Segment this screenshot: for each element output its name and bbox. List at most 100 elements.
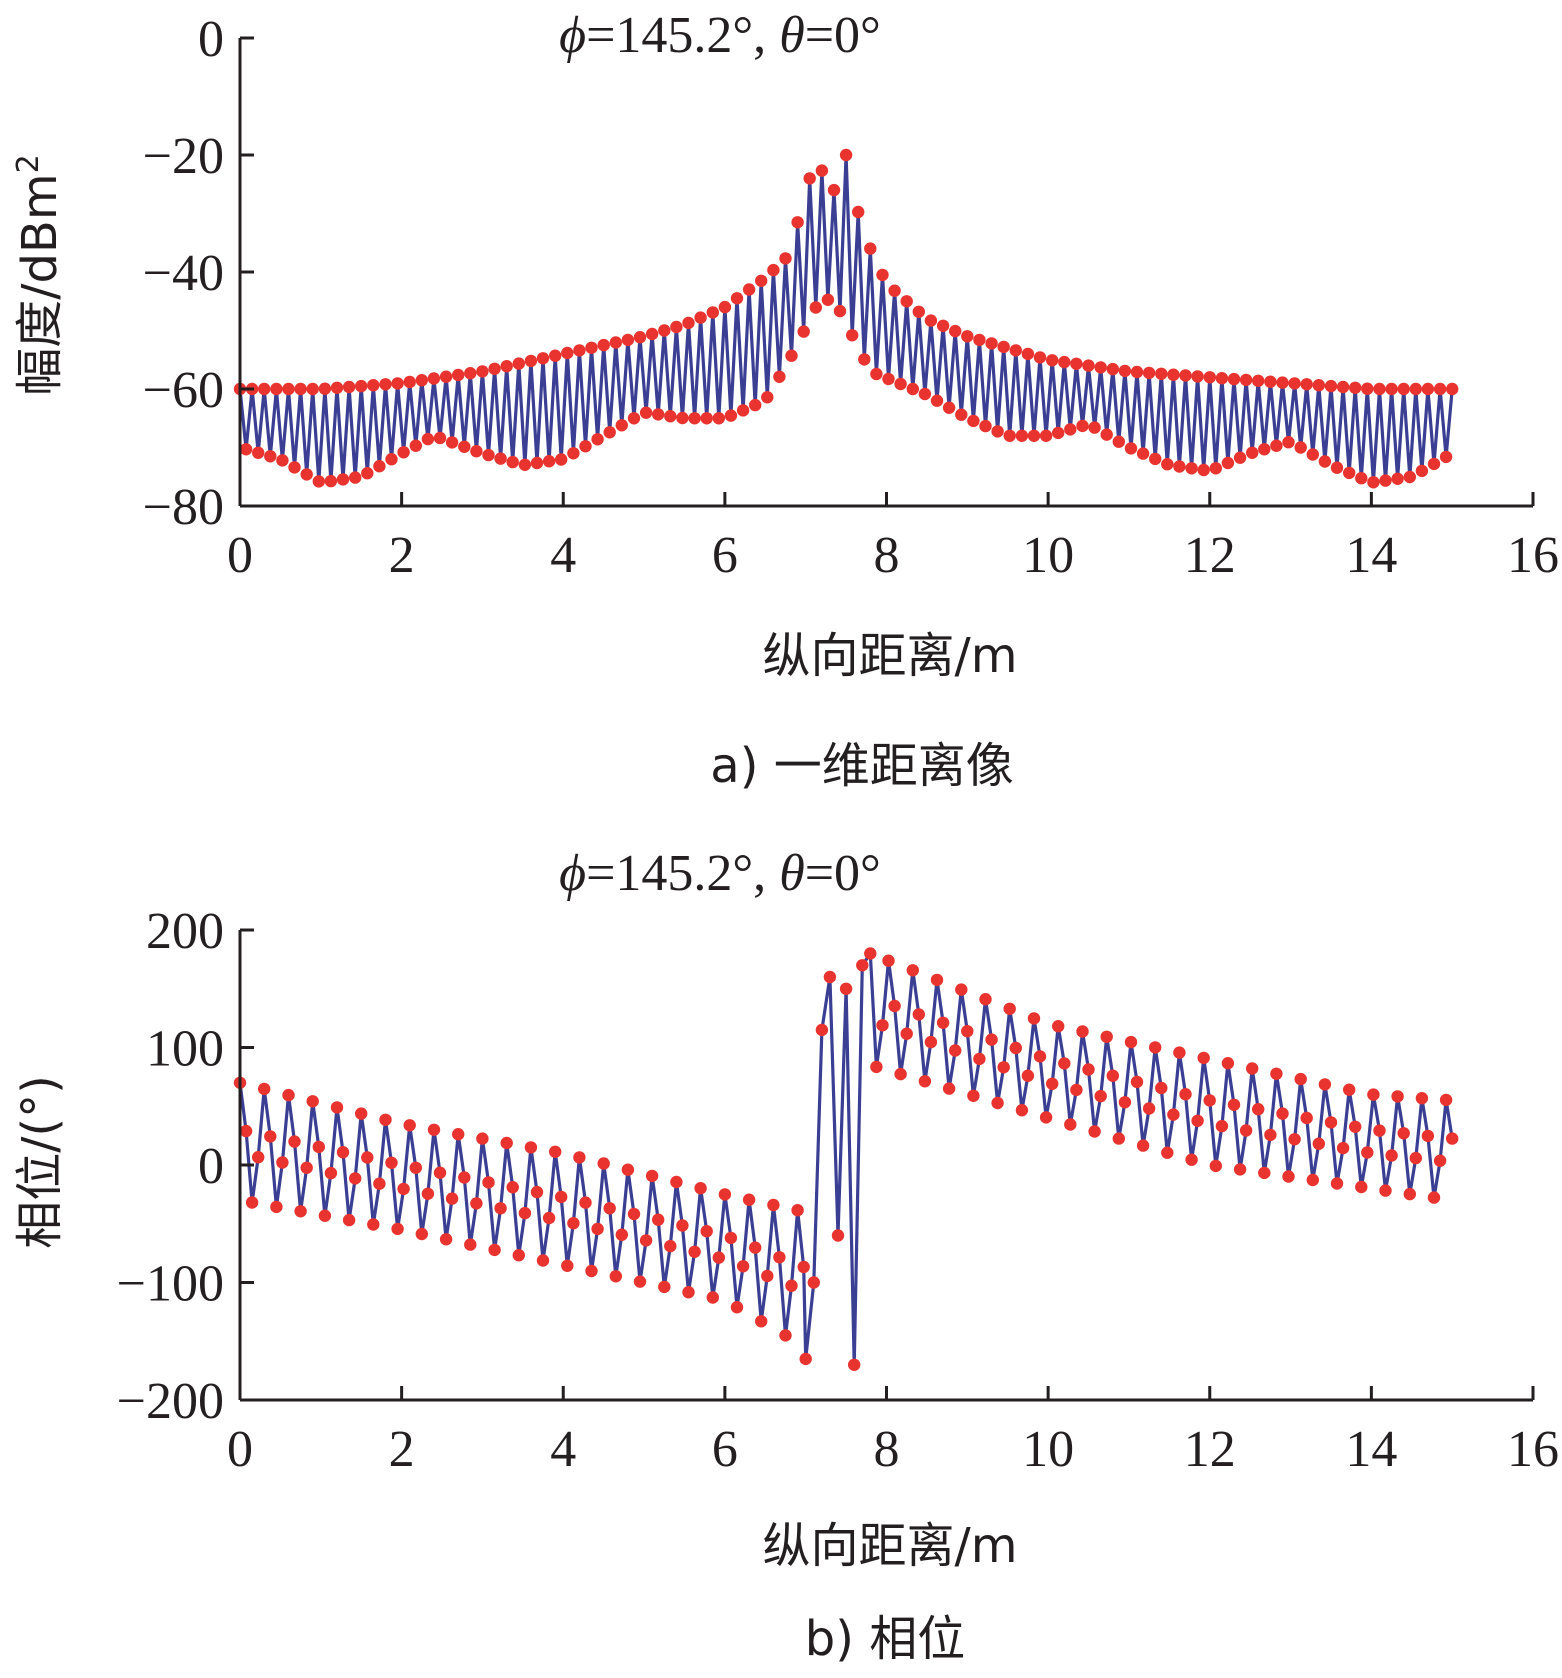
phase-data-point [900, 1027, 913, 1040]
phase-data-point [330, 1101, 344, 1114]
amplitude-data-point [833, 304, 847, 318]
phase-data-point [1070, 1083, 1083, 1097]
phase-data-point [270, 1200, 283, 1214]
phase-data-point [1191, 1114, 1204, 1128]
amplitude-data-point [621, 333, 635, 347]
chart-a-y-tick-label: −80 [143, 479, 224, 536]
amplitude-data-point [1403, 470, 1417, 484]
phase-data-point [706, 1291, 719, 1304]
amplitude-data-point [797, 325, 810, 338]
amplitude-data-point [342, 380, 356, 394]
amplitude-data-point [1318, 455, 1332, 468]
amplitude-data-point [773, 370, 786, 383]
amplitude-data-point [1136, 447, 1150, 460]
phase-data-point [749, 1241, 762, 1254]
amplitude-data-point [597, 338, 610, 352]
amplitude-data-point [1088, 421, 1101, 434]
chart-a-x-tick-label: 14 [1345, 527, 1397, 584]
phase-data-point [433, 1166, 447, 1179]
phase-data-point [252, 1151, 265, 1164]
amplitude-data-point [1112, 435, 1126, 448]
phase-data-point [1118, 1096, 1132, 1109]
phase-data-point [1185, 1153, 1198, 1166]
phase-data-point [1318, 1078, 1332, 1091]
amplitude-data-point [1009, 344, 1022, 357]
phase-data-point [1409, 1151, 1423, 1165]
amplitude-data-point [633, 331, 647, 344]
chart-a-plot-area [233, 148, 1459, 489]
amplitude-data-point [1306, 448, 1320, 461]
chart-a-title-phi: ϕ [559, 7, 586, 64]
amplitude-data-point [1161, 458, 1174, 471]
amplitude-data-point [439, 370, 453, 383]
amplitude-data-point [985, 337, 998, 350]
phase-data-point [991, 1096, 1004, 1110]
amplitude-data-point [852, 205, 865, 219]
phase-data-point [494, 1202, 507, 1215]
phase-data-point [1094, 1089, 1107, 1103]
phase-data-point [573, 1151, 586, 1164]
amplitude-data-point [1082, 359, 1095, 372]
amplitude-data-point [882, 372, 895, 386]
amplitude-data-point [955, 408, 968, 421]
amplitude-data-point [973, 333, 986, 347]
phase-data-point [1282, 1170, 1295, 1183]
phase-data-point [652, 1213, 665, 1226]
amplitude-data-point [445, 436, 459, 449]
phase-data-point [967, 1089, 980, 1103]
amplitude-data-point [827, 183, 841, 197]
amplitude-data-point [1246, 446, 1259, 459]
amplitude-data-point [276, 454, 289, 467]
amplitude-data-point [312, 475, 325, 488]
phase-data-point [985, 1033, 998, 1046]
phase-data-point [658, 1280, 671, 1294]
phase-data-point [1294, 1072, 1307, 1086]
amplitude-data-point [1385, 382, 1398, 396]
phase-data-point [736, 1260, 750, 1273]
amplitude-data-point [664, 410, 677, 423]
phase-data-point [1215, 1119, 1229, 1133]
amplitude-data-point [282, 382, 295, 396]
phase-data-point [500, 1136, 513, 1150]
phase-data-point [1136, 1139, 1150, 1152]
phase-data-point [1027, 1012, 1041, 1025]
amplitude-data-point [864, 242, 877, 255]
amplitude-data-point [1203, 371, 1217, 384]
amplitude-data-point [839, 148, 853, 162]
amplitude-data-point [615, 419, 628, 432]
phase-data-point [476, 1132, 489, 1145]
amplitude-data-point [318, 382, 332, 395]
amplitude-data-point [512, 357, 525, 370]
chart-b-y-axis-label: 相位/(°) [12, 1075, 68, 1249]
phase-data-point [542, 1211, 556, 1225]
amplitude-data-point [252, 446, 265, 459]
chart-b-x-tick-label: 2 [389, 1421, 415, 1478]
phase-data-point [1033, 1050, 1047, 1063]
amplitude-data-point [518, 458, 532, 471]
phase-data-point [930, 973, 944, 987]
phase-data-point [797, 1260, 810, 1274]
amplitude-data-point [1288, 377, 1301, 390]
amplitude-data-point [1446, 382, 1459, 396]
amplitude-data-point [458, 440, 471, 453]
phase-data-point [627, 1207, 641, 1221]
chart-a-y-tick-label: −20 [143, 128, 224, 185]
phase-data-point [1355, 1180, 1368, 1194]
phase-data-point [1149, 1041, 1162, 1054]
chart-a-x-axis-label: 纵向距离/m [763, 628, 1018, 684]
phase-data-point [1197, 1051, 1210, 1065]
amplitude-data-point [306, 382, 319, 396]
chart-a-x-tick-label: 12 [1184, 527, 1236, 584]
amplitude-data-point [749, 398, 762, 412]
phase-data-point [823, 970, 837, 984]
phase-data-point [924, 1035, 938, 1049]
chart-a-axes: 0 2 4 6 8 10 12 14 16 0 −20 −40 −60 −80 [143, 11, 1559, 584]
amplitude-data-point [1227, 372, 1241, 386]
amplitude-data-point [385, 453, 398, 466]
phase-data-point [633, 1275, 647, 1288]
phase-data-point [1264, 1128, 1277, 1142]
chart-b-y-tick-label: 0 [198, 1138, 224, 1195]
amplitude-data-point [488, 362, 501, 375]
phase-data-point [1009, 1041, 1022, 1055]
phase-data-point [1288, 1133, 1301, 1146]
